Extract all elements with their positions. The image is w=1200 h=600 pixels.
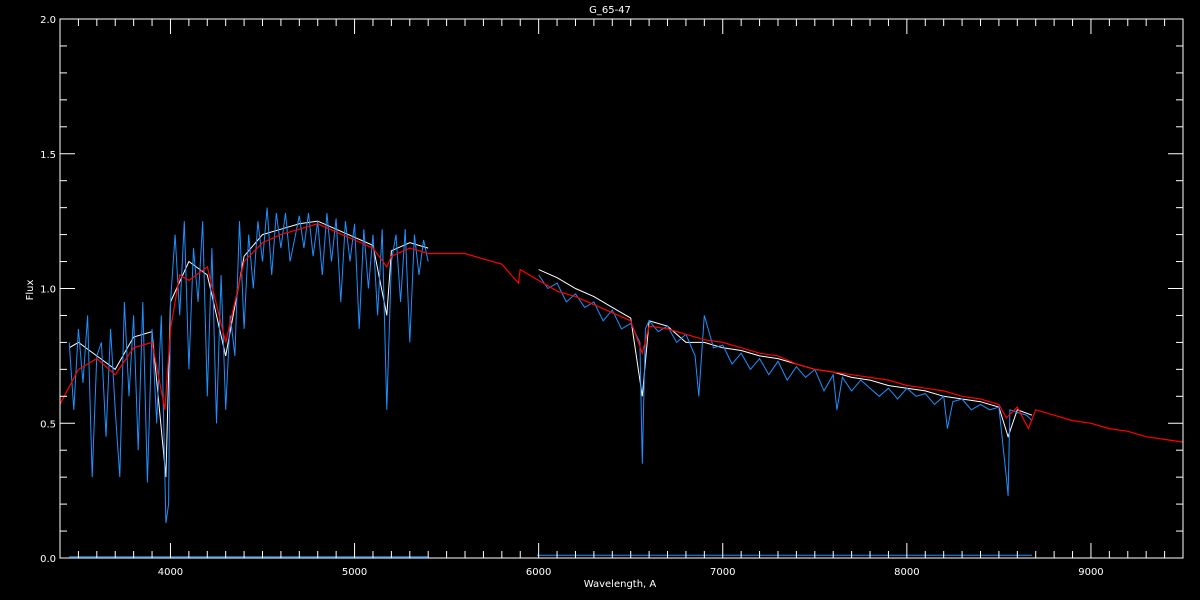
y-tick-label: 1.0 bbox=[40, 285, 56, 296]
series-0-segment-1 bbox=[538, 269, 1033, 439]
series-layer bbox=[59, 207, 1184, 558]
x-axis-label: Wavelength, A bbox=[584, 579, 657, 590]
y-axis-label: Flux bbox=[25, 280, 36, 301]
y-tick-label: 0.0 bbox=[40, 554, 56, 565]
x-tick-label: 4000 bbox=[158, 567, 183, 578]
tick-layer: 4000 5000 6000 7000 8000 9000 0.0 0.5 1.0 1.5 2.0 bbox=[40, 15, 1184, 578]
series-2-segment-0 bbox=[59, 223, 1184, 443]
x-tick-label: 7000 bbox=[710, 567, 735, 578]
x-tick-label: 6000 bbox=[526, 567, 551, 578]
axes-layer bbox=[59, 18, 1184, 559]
x-tick-label: 9000 bbox=[1078, 567, 1103, 578]
y-tick-label: 2.0 bbox=[40, 15, 56, 26]
chart-title: G_65-47 bbox=[589, 5, 631, 16]
series-0-segment-0 bbox=[68, 220, 429, 478]
x-tick-label: 5000 bbox=[342, 567, 367, 578]
plot-frame bbox=[59, 18, 1184, 559]
y-tick-label: 1.5 bbox=[40, 150, 56, 161]
y-tick-label: 0.5 bbox=[40, 419, 56, 430]
series-1-segment-0 bbox=[68, 207, 429, 524]
x-tick-label: 8000 bbox=[894, 567, 919, 578]
